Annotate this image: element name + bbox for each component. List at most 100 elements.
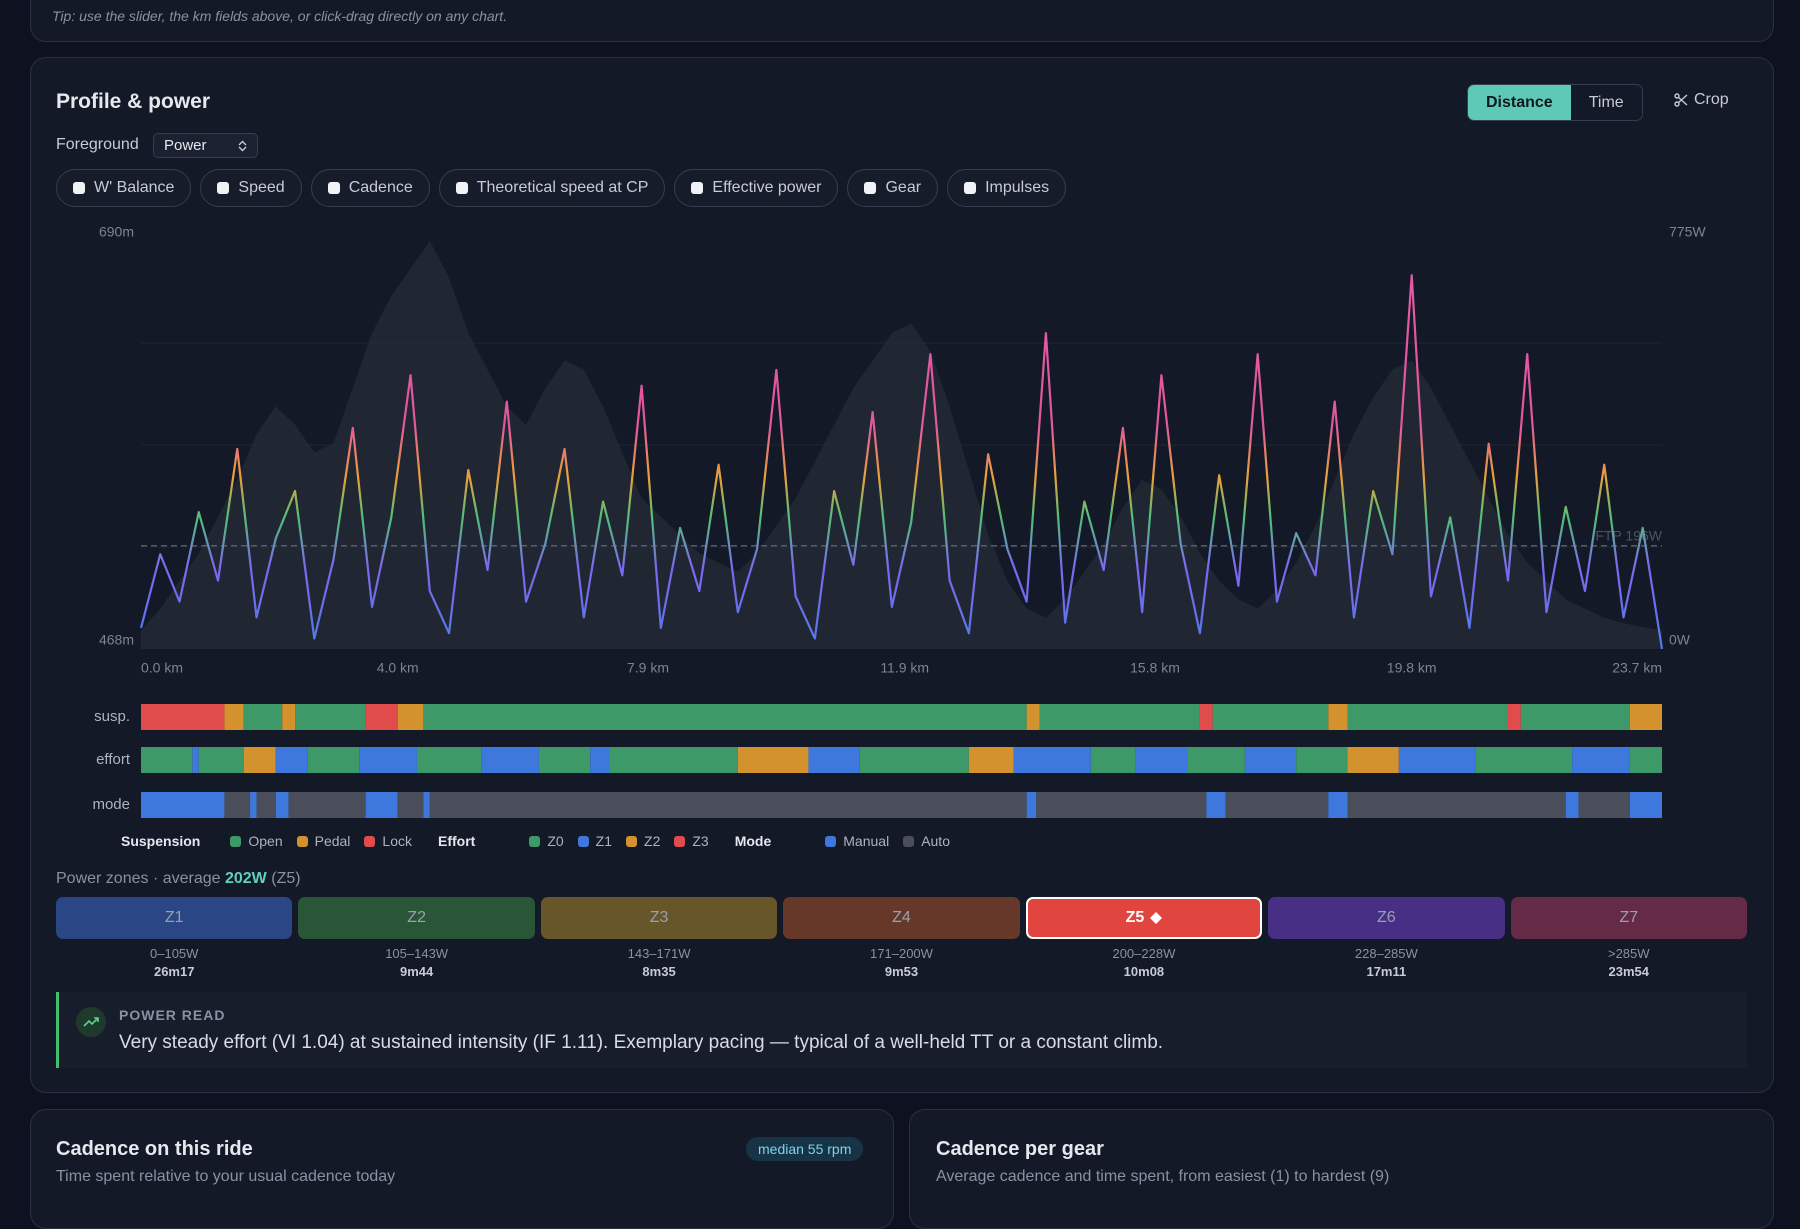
checkbox — [964, 182, 977, 194]
power-read — [56, 992, 1747, 1068]
option-pill[interactable]: Gear — [847, 169, 939, 207]
zone-name: Z5 — [1125, 909, 1145, 926]
option-pill[interactable]: Effective power — [674, 169, 839, 207]
option-pill[interactable]: Impulses — [947, 169, 1067, 207]
legend-label: Manual — [843, 833, 890, 849]
option-label: W' Balance — [94, 179, 175, 196]
median-badge: median 55 rpm — [746, 1137, 864, 1161]
legend-label: Open — [248, 833, 283, 849]
checkbox — [691, 182, 704, 194]
option-pill[interactable]: Theoretical speed at CP — [438, 169, 666, 207]
legend-swatch — [529, 835, 541, 847]
checkbox — [455, 182, 468, 194]
zones-average: 202W — [224, 870, 267, 887]
checkbox — [217, 182, 230, 194]
legend-swatch — [903, 835, 915, 847]
option-pill[interactable]: W' Balance — [56, 169, 192, 207]
card-title: Profile & power — [56, 90, 211, 113]
zones-average-zone: (Z5) — [271, 870, 301, 887]
trend-glyph — [83, 1017, 99, 1027]
legend-title: Suspension — [121, 833, 201, 849]
power-read-title: POWER READ — [119, 1007, 226, 1023]
zone-box[interactable]: Z6 — [1268, 897, 1505, 939]
legend-swatch — [674, 835, 686, 847]
checkbox — [73, 182, 85, 194]
legend-swatch — [296, 835, 308, 847]
legend-item: Z1 — [577, 833, 613, 849]
zone-range: 200–228W — [1112, 946, 1176, 961]
foreground-select[interactable]: Power — [153, 133, 258, 158]
legend-label: Z3 — [692, 833, 709, 849]
option-label: Cadence — [348, 179, 413, 196]
zone-time: 9m44 — [400, 964, 434, 979]
legend-label: Pedal — [314, 833, 351, 849]
zone-box[interactable]: Z4 — [783, 897, 1020, 939]
zone-box[interactable]: Z1 — [56, 897, 293, 939]
legend-item: Z2 — [626, 833, 660, 849]
trend-icon — [76, 1007, 106, 1037]
option-pill[interactable]: Cadence — [310, 169, 430, 207]
foreground-label: Foreground — [56, 136, 139, 153]
checkbox — [327, 182, 340, 194]
legend-swatch — [825, 835, 837, 847]
zone-range: >285W — [1607, 946, 1650, 961]
zones-header: Power zones · average 202W (Z5) — [56, 870, 301, 888]
zone-box[interactable]: Z7 — [1510, 897, 1747, 939]
zones-label: Power zones · average — [56, 870, 221, 887]
zone-time: 26m17 — [153, 964, 195, 979]
legend-title: Mode — [734, 833, 772, 849]
legend-swatch — [626, 835, 638, 847]
zone-name: Z4 — [892, 909, 911, 926]
toggle-option[interactable]: Time — [1588, 93, 1624, 111]
legend-label: Z1 — [595, 833, 613, 849]
option-row: W' Balance Speed Cadence Theoretical speed … — [56, 169, 1067, 207]
legend-label: Z0 — [547, 833, 564, 849]
option-label: Theoretical speed at CP — [476, 179, 649, 196]
option-label: Impulses — [985, 179, 1050, 196]
power-read-text: Very steady effort (VI 1.04) at sustaine… — [119, 1032, 1164, 1053]
zone-box[interactable]: Z3 — [540, 897, 778, 939]
zone-time: 8m35 — [642, 964, 676, 979]
crop-icon — [1674, 93, 1688, 107]
zone-name: Z7 — [1619, 909, 1639, 926]
zone-box[interactable]: Z5 — [1025, 897, 1263, 939]
legend-item: Manual — [825, 833, 889, 849]
zone-time: 10m08 — [1123, 964, 1165, 979]
tip: Tip: use the slider, the km fields above… — [52, 8, 508, 24]
zone-range: 0–105W — [150, 946, 199, 961]
legend-swatch — [577, 835, 589, 847]
legend-item: Open — [230, 833, 283, 849]
legend-swatch — [364, 835, 376, 847]
top-card — [30, 0, 1774, 42]
option-label: Gear — [885, 179, 922, 196]
zone-range: 143–171W — [627, 946, 691, 961]
checkbox — [864, 182, 877, 194]
legend-item: Auto — [903, 833, 950, 849]
selected-marker — [1150, 912, 1163, 924]
foreground-value: Power — [164, 137, 207, 154]
zone-range: 105–143W — [385, 946, 449, 961]
legend-group: Mode Manual Auto — [735, 833, 950, 849]
legend-label: Lock — [382, 833, 412, 849]
zone-name: Z3 — [649, 909, 669, 926]
zone-box[interactable]: Z2 — [298, 897, 535, 939]
option-label: Speed — [238, 179, 285, 196]
legend-group: Suspension Open Pedal Lock — [121, 833, 412, 849]
gear-subtitle: Average cadence and time spent, from eas… — [936, 1168, 1390, 1185]
page: Tip: use the slider, the km fields above… — [30, 0, 1774, 1229]
legend-item: Z3 — [674, 833, 709, 849]
legend-label: Z2 — [644, 833, 661, 849]
cadence-subtitle: Time spent relative to your usual cadenc… — [56, 1168, 396, 1185]
legend-group: Effort Z0 Z1 Z2 Z3 — [438, 833, 709, 849]
legend-title: Effort — [438, 833, 476, 849]
toggle-option[interactable]: Distance — [1468, 85, 1571, 120]
legend-label: Auto — [921, 833, 950, 849]
option-pill[interactable]: Speed — [200, 169, 302, 207]
legend-swatch — [230, 835, 242, 847]
crop-label: Crop — [1694, 91, 1729, 108]
option-label: Effective power — [712, 179, 822, 196]
zone-time: 17m11 — [1366, 964, 1407, 979]
view-toggle: Distance Time — [1467, 84, 1643, 121]
zone-range: 228–285W — [1354, 946, 1418, 961]
crop-button[interactable]: Crop — [1674, 91, 1729, 109]
